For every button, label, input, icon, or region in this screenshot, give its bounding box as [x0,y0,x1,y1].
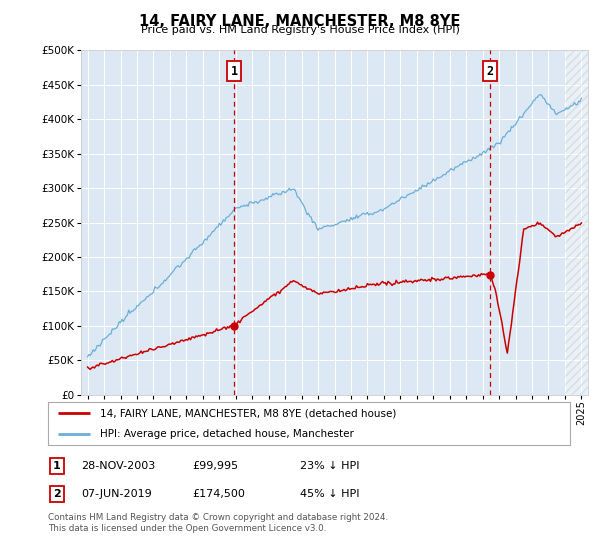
Text: 1: 1 [230,64,238,78]
Text: 23% ↓ HPI: 23% ↓ HPI [300,461,359,471]
Text: 07-JUN-2019: 07-JUN-2019 [81,489,152,499]
Text: £174,500: £174,500 [192,489,245,499]
Text: 14, FAIRY LANE, MANCHESTER, M8 8YE: 14, FAIRY LANE, MANCHESTER, M8 8YE [139,14,461,29]
Text: 1: 1 [53,461,61,471]
Text: 14, FAIRY LANE, MANCHESTER, M8 8YE (detached house): 14, FAIRY LANE, MANCHESTER, M8 8YE (deta… [100,408,397,418]
Text: Price paid vs. HM Land Registry's House Price Index (HPI): Price paid vs. HM Land Registry's House … [140,25,460,35]
Text: 2: 2 [487,64,493,78]
Text: HPI: Average price, detached house, Manchester: HPI: Average price, detached house, Manc… [100,430,354,439]
Text: 45% ↓ HPI: 45% ↓ HPI [300,489,359,499]
Text: This data is licensed under the Open Government Licence v3.0.: This data is licensed under the Open Gov… [48,524,326,533]
Text: 2: 2 [53,489,61,499]
Text: 28-NOV-2003: 28-NOV-2003 [81,461,155,471]
Text: Contains HM Land Registry data © Crown copyright and database right 2024.: Contains HM Land Registry data © Crown c… [48,513,388,522]
Bar [565,44,598,395]
Text: £99,995: £99,995 [192,461,238,471]
